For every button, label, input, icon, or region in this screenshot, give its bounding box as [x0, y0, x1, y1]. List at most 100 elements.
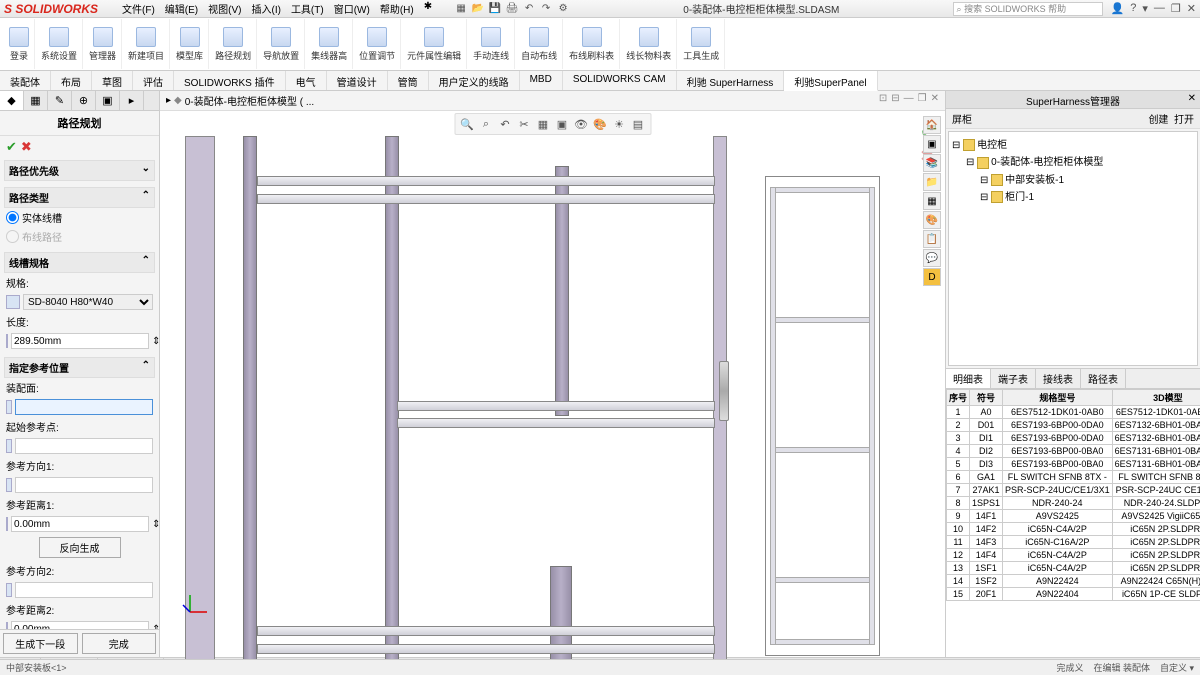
ribbon-button[interactable]: 系统设置: [36, 19, 83, 69]
menu-item[interactable]: 文件(F): [118, 1, 159, 16]
dir1-input[interactable]: [15, 477, 153, 493]
ribbon-button[interactable]: 集线器高: [306, 19, 353, 69]
ribbon-button[interactable]: 登录: [4, 19, 35, 69]
rp-table[interactable]: 序号符号规格型号3D模型1A06ES7512-1DK01-0AB06ES7512…: [946, 389, 1200, 657]
qat-new-icon[interactable]: ▦: [454, 2, 468, 16]
type-solid-radio[interactable]: [6, 211, 19, 224]
table-row[interactable]: 5DI36ES7193-6BP00-0BA06ES7131-6BH01-0BA0…: [947, 458, 1200, 471]
table-row[interactable]: 1014F2iC65N-C4A/2PiC65N 2P.SLDPRT: [947, 523, 1200, 536]
reverse1-button[interactable]: 反向生成: [39, 537, 121, 558]
ribbon-button[interactable]: 模型库: [171, 19, 209, 69]
pm-tab-config-icon[interactable]: ▦: [24, 91, 48, 110]
close-icon[interactable]: ✕: [1188, 93, 1196, 104]
pm-tab-appear-icon[interactable]: ⊕: [72, 91, 96, 110]
command-tab[interactable]: MBD: [520, 71, 563, 90]
ribbon-button[interactable]: 路径规划: [210, 19, 257, 69]
rp-open-link[interactable]: 打开: [1174, 115, 1194, 126]
command-tab[interactable]: 利驰SuperPanel: [784, 71, 877, 91]
pm-tab-feature-icon[interactable]: ◆: [0, 91, 24, 110]
ribbon-button[interactable]: 导航放置: [258, 19, 305, 69]
spinner-icon[interactable]: ⇕: [152, 519, 159, 530]
pm-tab-display-icon[interactable]: ✎: [48, 91, 72, 110]
finish-button[interactable]: 完成: [82, 633, 157, 654]
table-row[interactable]: 4DI26ES7193-6BP00-0BA06ES7131-6BH01-0BA0…: [947, 445, 1200, 458]
qat-save-icon[interactable]: 💾: [488, 2, 502, 16]
rp-create-link[interactable]: 创建: [1148, 115, 1168, 126]
table-row[interactable]: 131SF1iC65N-C4A/2PiC65N 2P.SLDPRT: [947, 562, 1200, 575]
next-segment-button[interactable]: 生成下一段: [3, 633, 78, 654]
window-button[interactable]: ❐: [1171, 2, 1181, 15]
menu-item[interactable]: 插入(I): [247, 1, 284, 16]
qat-undo-icon[interactable]: ↶: [522, 2, 536, 16]
table-row[interactable]: 727AK1PSR-SCP-24UC/CE1/3X1PSR-SCP-24UC C…: [947, 484, 1200, 497]
spinner-icon[interactable]: ⇕: [152, 336, 159, 347]
doc-window-button[interactable]: ⊡: [879, 93, 887, 104]
table-header[interactable]: 符号: [970, 390, 1003, 406]
command-tab[interactable]: 管筒: [388, 71, 429, 90]
ribbon-button[interactable]: 线长物料表: [621, 19, 677, 69]
menu-item[interactable]: 编辑(E): [161, 1, 202, 16]
window-button[interactable]: ?: [1130, 2, 1136, 15]
table-row[interactable]: 1114F3iC65N-C16A/2PiC65N 2P.SLDPRT: [947, 536, 1200, 549]
ribbon-button[interactable]: 管理器: [84, 19, 122, 69]
tree-node[interactable]: ⊟ 柜门-1: [952, 187, 1194, 204]
menu-item[interactable]: ✱: [420, 1, 436, 16]
doc-window-button[interactable]: —: [904, 93, 914, 104]
command-tab[interactable]: 布局: [51, 71, 92, 90]
doc-window-button[interactable]: ⊟: [891, 93, 899, 104]
ribbon-button[interactable]: 布线刷料表: [564, 19, 620, 69]
table-row[interactable]: 6GA1FL SWITCH SFNB 8TX -FL SWITCH SFNB 8…: [947, 471, 1200, 484]
command-tab[interactable]: SOLIDWORKS CAM: [563, 71, 677, 90]
command-tab[interactable]: SOLIDWORKS 插件: [174, 71, 286, 90]
type-route-radio[interactable]: [6, 230, 19, 243]
rp-tab[interactable]: 明细表: [946, 369, 991, 388]
table-row[interactable]: 1214F4iC65N-C4A/2PiC65N 2P.SLDPRT: [947, 549, 1200, 562]
start-point-input[interactable]: [15, 438, 153, 454]
doc-window-button[interactable]: ✕: [931, 93, 939, 104]
pm-tab-more-icon[interactable]: ▸: [120, 91, 144, 110]
command-tab[interactable]: 电气: [286, 71, 327, 90]
menu-item[interactable]: 帮助(H): [376, 1, 418, 16]
section-header[interactable]: 路径优先级⌄: [4, 160, 155, 181]
menu-item[interactable]: 视图(V): [204, 1, 245, 16]
section-header[interactable]: 路径类型⌃: [4, 187, 155, 208]
menu-item[interactable]: 工具(T): [287, 1, 328, 16]
qat-print-icon[interactable]: 🖨: [505, 2, 519, 16]
window-button[interactable]: ▾: [1142, 2, 1148, 15]
graphics-area[interactable]: ▸ ◆ 0-装配体-电控柜柜体模型 ( ... 🔍 ⌕ ↶ ✂ ▦ ▣ 👁 🎨 …: [160, 91, 945, 657]
dir2-input[interactable]: [15, 582, 153, 598]
table-header[interactable]: 序号: [947, 390, 970, 406]
ribbon-button[interactable]: 位置调节: [354, 19, 401, 69]
table-row[interactable]: 1520F1A9N22404iC65N 1P-CE SLDPRT: [947, 588, 1200, 601]
command-tab[interactable]: 管道设计: [327, 71, 388, 90]
rp-tab[interactable]: 接线表: [1036, 369, 1081, 388]
asm-face-input[interactable]: [15, 399, 153, 415]
window-button[interactable]: ✕: [1187, 2, 1196, 15]
view-triad[interactable]: [180, 587, 210, 617]
ribbon-button[interactable]: 手动连线: [468, 19, 515, 69]
dist2-input[interactable]: [11, 621, 149, 629]
qat-settings-icon[interactable]: ⚙: [556, 2, 570, 16]
section-header[interactable]: 线槽规格⌃: [4, 252, 155, 273]
command-tab[interactable]: 装配体: [0, 71, 51, 90]
tree-node[interactable]: ⊟ 0-装配体-电控柜柜体模型: [952, 152, 1194, 169]
tree-node[interactable]: ⊟ 中部安装板-1: [952, 170, 1194, 187]
ribbon-button[interactable]: 元件属性编辑: [402, 19, 467, 69]
command-tab[interactable]: 评估: [133, 71, 174, 90]
command-tab[interactable]: 用户定义的线路: [429, 71, 520, 90]
len-input[interactable]: [11, 333, 149, 349]
model-view[interactable]: [160, 111, 945, 657]
ribbon-button[interactable]: 自动布线: [516, 19, 563, 69]
table-row[interactable]: 914F1A9VS2425A9VS2425 VigiiC65-4P: [947, 510, 1200, 523]
qat-open-icon[interactable]: 📂: [471, 2, 485, 16]
cancel-icon[interactable]: ✖: [21, 139, 32, 155]
command-tab[interactable]: 草图: [92, 71, 133, 90]
dist1-input[interactable]: [11, 516, 149, 532]
rp-tree[interactable]: ⊟ 电控柜⊟ 0-装配体-电控柜柜体模型⊟ 中部安装板-1⊟ 柜门-1: [948, 131, 1198, 366]
table-row[interactable]: 1A06ES7512-1DK01-0AB06ES7512-1DK01-0AB0 …: [947, 406, 1200, 419]
table-row[interactable]: 2D016ES7193-6BP00-0DA06ES7132-6BH01-0BA0…: [947, 419, 1200, 432]
breadcrumb[interactable]: ▸ ◆ 0-装配体-电控柜柜体模型 ( ...: [166, 93, 314, 108]
help-search[interactable]: ⌕ 搜索 SOLIDWORKS 帮助: [953, 2, 1103, 16]
table-header[interactable]: 3D模型: [1112, 390, 1200, 406]
spec-select[interactable]: SD-8040 H80*W40: [23, 294, 153, 310]
